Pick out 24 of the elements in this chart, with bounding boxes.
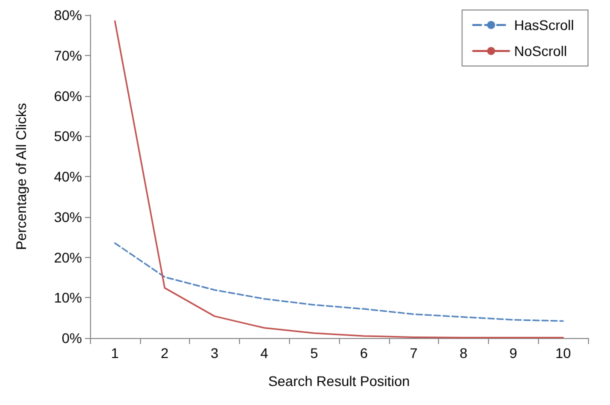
y-tick-label: 0% (62, 330, 82, 346)
x-tick-label: 4 (260, 345, 268, 361)
y-tick-label: 50% (54, 128, 82, 144)
y-tick-label: 10% (54, 290, 82, 306)
y-axis-title: Percentage of All Clicks (13, 102, 29, 250)
y-tick-label: 70% (54, 47, 82, 64)
x-tick-label: 6 (360, 345, 368, 361)
y-tick-label: 30% (54, 208, 82, 225)
x-axis-title: Search Result Position (268, 373, 410, 389)
x-tick-label: 3 (210, 345, 219, 361)
x-tick-label: 5 (310, 345, 318, 361)
legend-label: NoScroll (514, 43, 568, 59)
y-tick-label: 20% (54, 249, 82, 266)
x-tick-label: 9 (509, 345, 518, 361)
x-tick-label: 8 (460, 345, 468, 361)
x-tick-label: 2 (160, 345, 169, 361)
line-series (114, 242, 564, 322)
y-tick-label: 40% (54, 168, 82, 184)
legend-label: HasScroll (514, 17, 574, 33)
y-tick-label: 80% (54, 7, 82, 23)
y-tick-label: 60% (54, 88, 82, 104)
x-tick-label: 10 (555, 345, 572, 361)
x-tick-label: 1 (111, 345, 119, 361)
x-tick-label: 7 (410, 345, 418, 361)
